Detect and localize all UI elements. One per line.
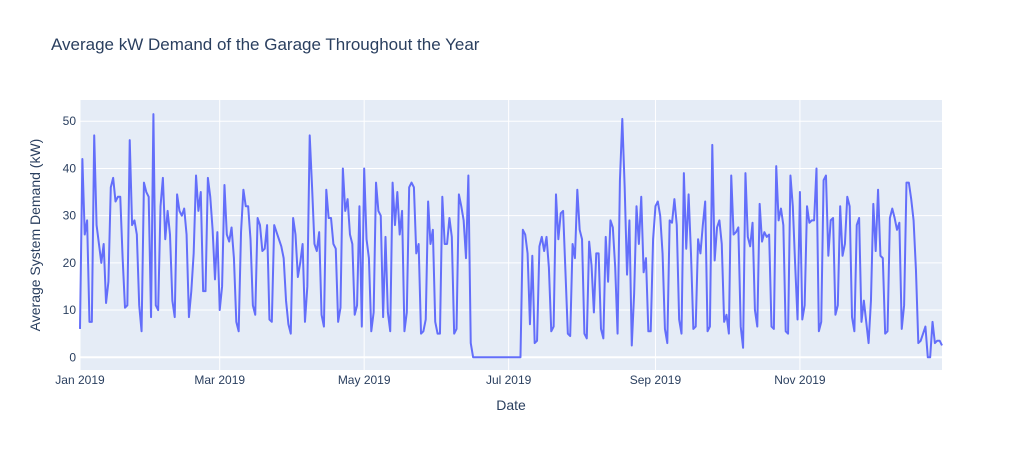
x-axis-label: Date	[496, 397, 526, 413]
y-tick-label: 10	[63, 303, 77, 317]
y-tick-label: 40	[63, 161, 77, 175]
data-series	[79, 113, 943, 359]
series-line	[79, 113, 943, 359]
x-tick-label: May 2019	[338, 373, 391, 387]
y-tick-label: 30	[63, 209, 77, 223]
y-tick-label: 20	[63, 256, 77, 270]
y-tick-label: 50	[63, 114, 77, 128]
x-tick-label: Sep 2019	[630, 373, 682, 387]
x-tick-label: Jul 2019	[486, 373, 532, 387]
y-axis-label: Average System Demand (kW)	[27, 139, 43, 332]
x-tick-label: Mar 2019	[194, 373, 245, 387]
chart-title: Average kW Demand of the Garage Througho…	[51, 35, 480, 54]
x-axis-ticks: Jan 2019 Mar 2019 May 2019 Jul 2019 Sep 2019…	[55, 373, 826, 387]
y-tick-label: 0	[69, 350, 76, 364]
x-tick-label: Jan 2019	[55, 373, 105, 387]
y-axis-ticks: 0 10 20 30 40 50	[63, 114, 77, 364]
plot-background	[80, 100, 942, 370]
x-tick-label: Nov 2019	[774, 373, 826, 387]
